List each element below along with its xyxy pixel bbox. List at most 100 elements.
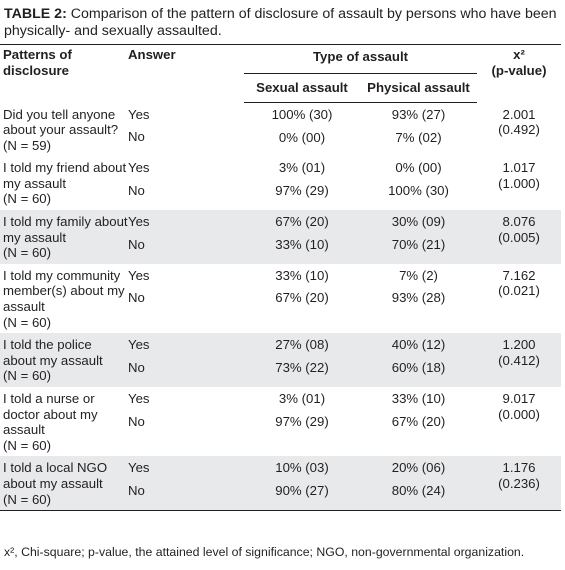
sexual-assault-cell: 10% (03) 90% (27): [244, 456, 360, 512]
pattern-cell: I told my community member(s) about my a…: [0, 264, 128, 333]
physical-assault-cell: 93% (27) 7% (02): [360, 103, 477, 157]
chi-square-cell: 1.017 (1.000): [477, 156, 561, 210]
physical-yes-value: 0% (00): [395, 160, 442, 176]
answer-yes: Yes: [128, 214, 150, 230]
answer-cell: Yes No: [128, 264, 244, 333]
physical-assault-cell: 20% (06) 80% (24): [360, 456, 477, 512]
chi-square-value: 1.017: [502, 160, 536, 176]
table-row: I told my community member(s) about my a…: [0, 264, 561, 333]
sexual-yes-value: 3% (01): [278, 391, 326, 406]
table-row: Did you tell anyone about your assault?(…: [0, 103, 561, 157]
sexual-no-value: 90% (27): [275, 482, 329, 498]
chi-square-cell: 7.162 (0.021): [477, 264, 561, 333]
answer-cell: Yes No: [128, 387, 244, 456]
physical-yes-value: 20% (06): [391, 460, 446, 476]
physical-no-value: 7% (02): [395, 129, 442, 145]
physical-yes-value: 33% (10): [391, 391, 446, 406]
pattern-cell: I told my friend about my assault (N = 60…: [0, 156, 128, 210]
pattern-text: I told my community member(s) about my a…: [3, 267, 125, 315]
physical-yes-value: 93% (27): [391, 107, 446, 122]
sexual-no-value: 97% (29): [275, 182, 329, 198]
p-value: (0.005): [498, 229, 540, 245]
pattern-text: I told my family about my assault: [3, 214, 128, 245]
sexual-assault-cell: 3% (01) 97% (29): [244, 387, 360, 456]
pattern-text: I told a nurse or doctor about my assaul…: [3, 391, 98, 438]
answer-no: No: [128, 413, 145, 429]
physical-assault-cell: 40% (12) 60% (18): [360, 333, 477, 387]
header-p-value: (p-value): [491, 62, 547, 78]
p-value: (0.492): [498, 122, 540, 138]
table-row: I told my friend about my assault (N = 60…: [0, 156, 561, 210]
sample-size: (N = 60): [3, 491, 52, 507]
header-sexual-assault: Sexual assault: [244, 73, 360, 103]
p-value: (0.021): [498, 283, 540, 299]
physical-assault-cell: 0% (00) 100% (30): [360, 156, 477, 210]
physical-no-value: 100% (30): [388, 182, 449, 198]
header-row: Patterns of disclosure Answer Type of as…: [0, 44, 561, 103]
chi-square-value: 2.001: [502, 106, 536, 122]
sexual-no-value: 97% (29): [275, 413, 329, 429]
physical-no-value: 80% (24): [391, 482, 446, 498]
pattern-text: I told a local NGO about my assault: [3, 460, 108, 491]
physical-yes-value: 40% (12): [391, 337, 446, 353]
chi-square-value: 1.200: [502, 337, 536, 353]
pattern-cell: I told a local NGO about my assault (N = …: [0, 456, 128, 512]
sexual-assault-cell: 100% (30) 0% (00): [244, 103, 360, 157]
sexual-assault-cell: 3% (01) 97% (29): [244, 156, 360, 210]
physical-no-value: 70% (21): [391, 236, 446, 252]
sexual-no-value: 0% (00): [278, 129, 326, 145]
chi-square-value: 7.162: [502, 267, 536, 283]
pattern-text: I told my friend about my assault: [3, 160, 127, 191]
answer-yes: Yes: [128, 106, 150, 122]
table-label: TABLE 2:: [4, 6, 67, 22]
header-chi-square: x² (p-value): [477, 44, 561, 103]
p-value: (1.000): [498, 175, 540, 191]
answer-cell: Yes No: [128, 333, 244, 387]
answer-yes: Yes: [128, 160, 150, 176]
chi-square-cell: 8.076 (0.005): [477, 210, 561, 264]
answer-cell: Yes No: [128, 156, 244, 210]
answer-no: No: [128, 359, 145, 375]
table-row: I told a local NGO about my assault (N = …: [0, 456, 561, 512]
subheader-row: Sexual assault Physical assault: [0, 73, 561, 103]
sexual-assault-cell: 33% (10) 67% (20): [244, 264, 360, 333]
answer-no: No: [128, 290, 145, 306]
chi-square-value: 9.017: [502, 391, 536, 406]
sexual-yes-value: 67% (20): [275, 214, 329, 230]
table-title: Comparison of the pattern of disclosure …: [4, 6, 557, 39]
sexual-assault-cell: 27% (08) 73% (22): [244, 333, 360, 387]
sample-size: (N = 60): [3, 437, 52, 453]
physical-yes-value: 30% (09): [391, 214, 446, 230]
physical-assault-cell: 30% (09) 70% (21): [360, 210, 477, 264]
sexual-no-value: 73% (22): [275, 359, 329, 375]
sexual-yes-value: 100% (30): [271, 107, 333, 122]
chi-square-cell: 9.017 (0.000): [477, 387, 561, 456]
answer-cell: Yes No: [128, 210, 244, 264]
chi-square-value: 1.176: [502, 460, 536, 476]
pattern-cell: I told my family about my assault (N = 60…: [0, 210, 128, 264]
header-type-of-assault: Type of assault: [244, 44, 477, 74]
sample-size: (N = 60): [3, 245, 52, 261]
answer-no: No: [128, 482, 145, 498]
pattern-text: Did you tell anyone about your assault?: [3, 106, 119, 138]
physical-yes-value: 7% (2): [399, 267, 438, 283]
sexual-assault-cell: 67% (20) 33% (10): [244, 210, 360, 264]
p-value: (0.412): [498, 352, 540, 368]
p-value: (0.000): [498, 406, 540, 422]
pattern-cell: I told the police about my assault (N = 6…: [0, 333, 128, 387]
chi-square-cell: 1.200 (0.412): [477, 333, 561, 387]
answer-yes: Yes: [128, 267, 150, 283]
physical-assault-cell: 7% (2) 93% (28): [360, 264, 477, 333]
physical-no-value: 93% (28): [391, 290, 446, 306]
disclosure-table: Patterns of disclosure Answer Type of as…: [0, 44, 561, 512]
table-row: I told the police about my assault (N = 6…: [0, 333, 561, 387]
chi-square-cell: 1.176 (0.236): [477, 456, 561, 512]
answer-no: No: [128, 236, 145, 252]
table-caption: TABLE 2: Comparison of the pattern of di…: [4, 6, 561, 40]
sexual-no-value: 33% (10): [275, 236, 329, 252]
sample-size: (N = 59): [3, 137, 52, 153]
sexual-no-value: 67% (20): [275, 290, 329, 306]
answer-no: No: [128, 182, 145, 198]
table-body: Did you tell anyone about your assault?(…: [0, 103, 561, 512]
